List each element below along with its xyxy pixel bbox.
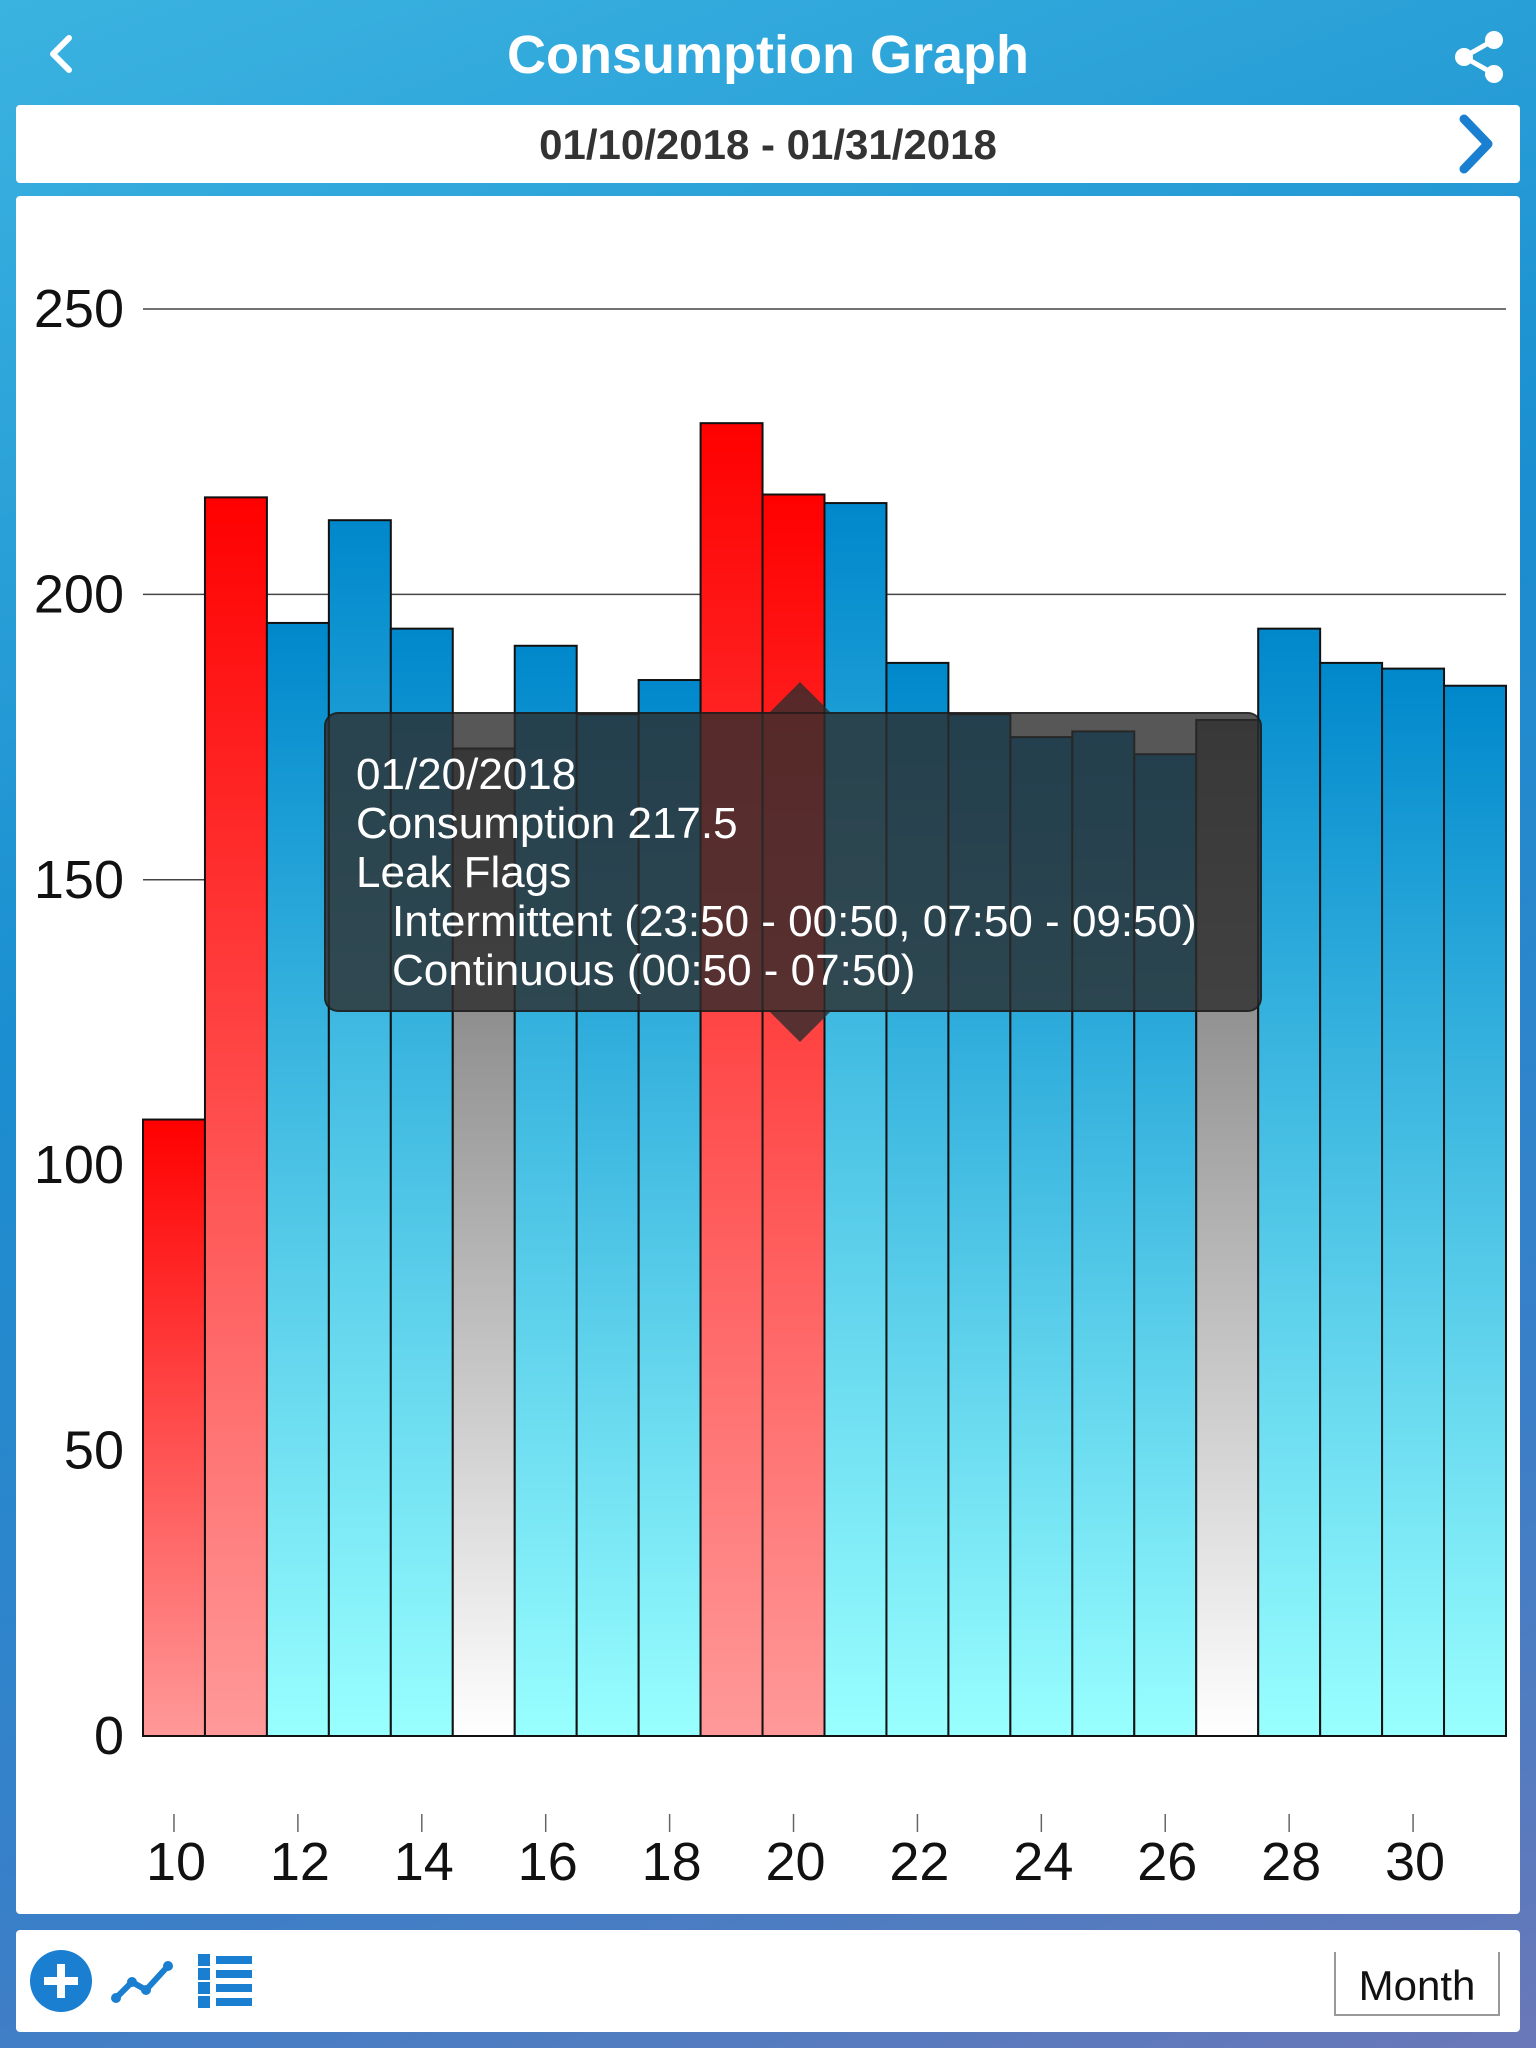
y-tick-label: 250 <box>34 279 124 339</box>
bar-day-30[interactable] <box>1381 667 1446 1737</box>
tooltip-consumption: Consumption 217.5 <box>356 799 738 848</box>
x-tick-label: 24 <box>1013 1832 1073 1892</box>
tooltip-date: 01/20/2018 <box>356 750 577 799</box>
x-tick-label: 20 <box>765 1832 825 1892</box>
add-button[interactable] <box>28 1948 94 2014</box>
x-tick-label: 28 <box>1261 1832 1321 1892</box>
tooltip-pointer-bottom <box>770 1012 830 1042</box>
plus-circle-icon <box>30 1950 92 2012</box>
bar-day-13[interactable] <box>327 519 392 1737</box>
consumption-chart[interactable]: 0 50 100 150 200 250 10 12 14 16 18 20 22 24 26 28 30 <box>16 196 1520 1914</box>
page-title: Consumption Graph <box>507 25 1029 85</box>
x-tick-label: 18 <box>642 1832 702 1892</box>
list-icon <box>198 1954 252 2008</box>
date-range-bar: 01/10/2018 - 01/31/2018 <box>16 105 1520 183</box>
tooltip-intermittent: Intermittent (23:50 - 00:50, 07:50 - 09:… <box>392 897 1197 946</box>
date-range-label: 01/10/2018 - 01/31/2018 <box>539 121 997 168</box>
x-tick-label: 22 <box>889 1832 949 1892</box>
x-tick-label: 26 <box>1137 1832 1197 1892</box>
y-tick-label: 200 <box>34 564 124 624</box>
bar-day-19[interactable] <box>699 422 764 1737</box>
bar-day-31[interactable] <box>1443 684 1507 1737</box>
bottom-toolbar: Month <box>16 1930 1520 2032</box>
tooltip-continuous: Continuous (00:50 - 07:50) <box>392 946 916 995</box>
bar-day-10[interactable] <box>142 1118 206 1737</box>
tooltip-leak-title: Leak Flags <box>356 848 572 897</box>
tooltip-pointer-top <box>770 682 830 712</box>
list-view-button[interactable] <box>192 1948 258 2014</box>
back-button[interactable] <box>30 22 90 86</box>
x-tick-label: 12 <box>270 1832 330 1892</box>
bar-day-20[interactable] <box>761 493 826 1737</box>
x-tick-label: 14 <box>394 1832 454 1892</box>
x-tick-label: 30 <box>1385 1832 1445 1892</box>
y-tick-label: 50 <box>64 1421 124 1481</box>
x-tick-label: 16 <box>518 1832 578 1892</box>
bar-day-29[interactable] <box>1319 661 1384 1737</box>
app-header: Consumption Graph <box>0 0 1536 108</box>
chart-panel: 0 50 100 150 200 250 10 12 14 16 18 20 22 24 26 28 30 <box>16 196 1520 1914</box>
bar-day-12[interactable] <box>265 621 330 1738</box>
chevron-right-icon <box>1459 114 1493 174</box>
period-selector-label: Month <box>1358 1962 1476 2009</box>
y-tick-label: 0 <box>94 1706 124 1766</box>
period-selector[interactable]: Month <box>1334 1952 1500 2016</box>
line-chart-icon <box>111 1961 173 2003</box>
share-icon <box>1455 31 1503 83</box>
y-tick-label: 100 <box>34 1135 124 1195</box>
next-period-button[interactable] <box>1442 111 1508 177</box>
share-button[interactable] <box>1450 28 1508 86</box>
chart-view-button[interactable] <box>110 1948 176 2014</box>
bar-day-11[interactable] <box>203 496 268 1737</box>
y-tick-label: 150 <box>34 850 124 910</box>
x-tick-label: 10 <box>146 1832 206 1892</box>
bar-day-21[interactable] <box>823 502 888 1737</box>
data-tooltip: 01/20/2018 Consumption 217.5 Leak Flags … <box>324 712 1262 1012</box>
chevron-left-icon <box>50 35 72 73</box>
bar-day-28[interactable] <box>1257 627 1322 1738</box>
